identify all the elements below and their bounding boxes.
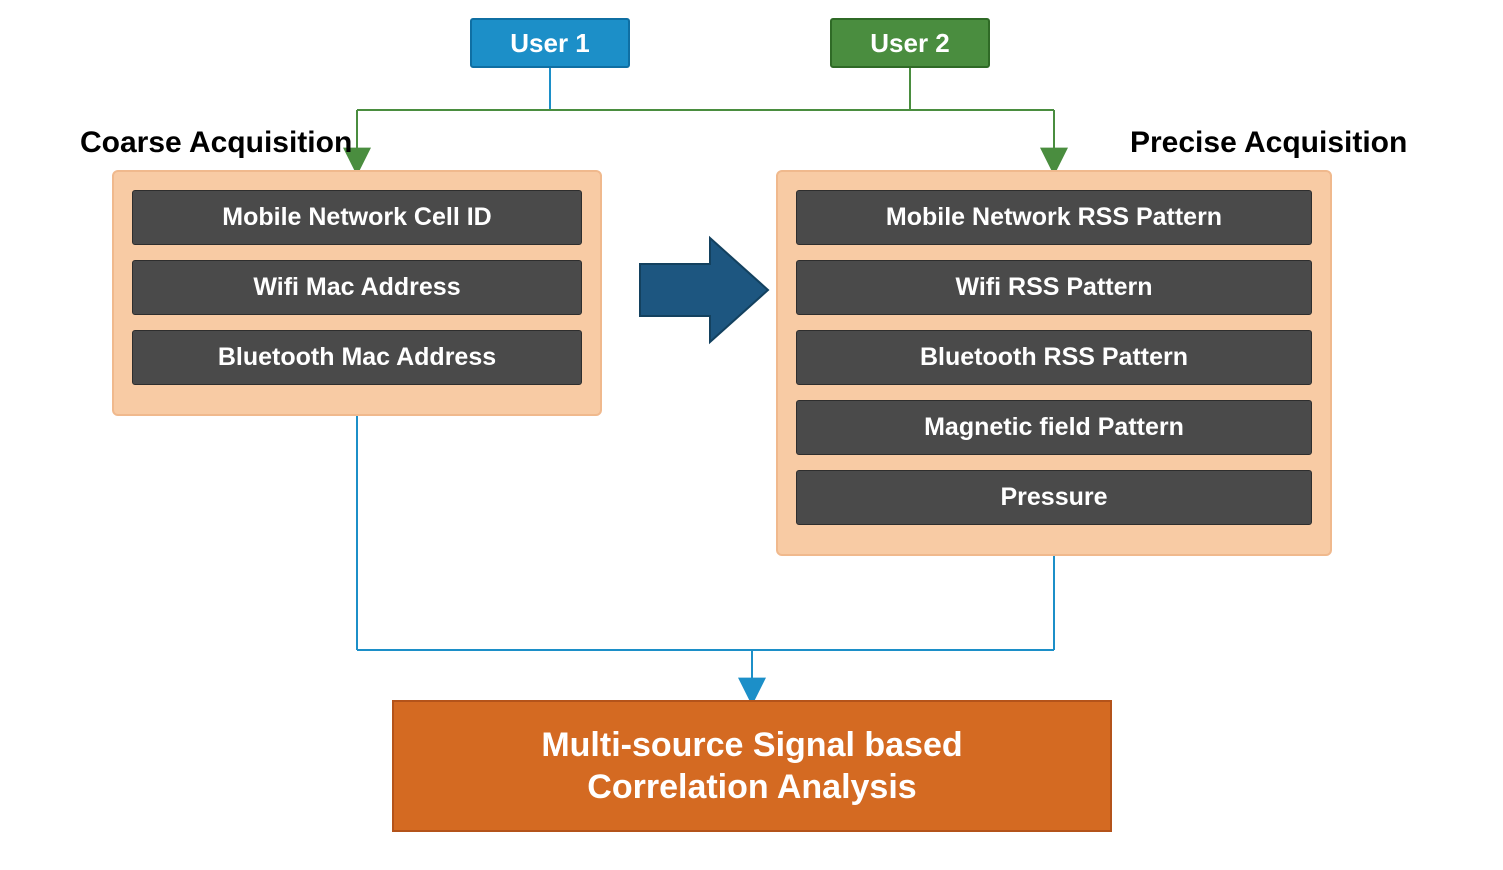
user-2-box: User 2: [830, 18, 990, 68]
result-line-2: Correlation Analysis: [587, 766, 916, 809]
coarse-item-label: Mobile Network Cell ID: [222, 203, 491, 232]
precise-acquisition-title-text: Precise Acquisition: [1130, 126, 1407, 159]
coarse-item: Bluetooth Mac Address: [132, 330, 582, 385]
precise-item-label: Magnetic field Pattern: [924, 413, 1184, 442]
diagram-canvas: User 1 User 2 Coarse Acquisition Precise…: [0, 0, 1503, 870]
coarse-item: Wifi Mac Address: [132, 260, 582, 315]
coarse-acquisition-title-text: Coarse Acquisition: [80, 126, 352, 159]
result-line-1: Multi-source Signal based: [541, 724, 962, 767]
precise-item-label: Bluetooth RSS Pattern: [920, 343, 1188, 372]
user-1-label: User 1: [510, 28, 590, 59]
user-2-label: User 2: [870, 28, 950, 59]
precise-item: Magnetic field Pattern: [796, 400, 1312, 455]
result-box: Multi-source Signal based Correlation An…: [392, 700, 1112, 832]
coarse-acquisition-title: Coarse Acquisition: [80, 126, 352, 160]
precise-item: Mobile Network RSS Pattern: [796, 190, 1312, 245]
precise-item-label: Pressure: [1000, 483, 1107, 512]
user-1-box: User 1: [470, 18, 630, 68]
precise-item: Wifi RSS Pattern: [796, 260, 1312, 315]
coarse-item-label: Bluetooth Mac Address: [218, 343, 496, 372]
precise-acquisition-panel: Mobile Network RSS Pattern Wifi RSS Patte…: [776, 170, 1332, 556]
precise-item: Pressure: [796, 470, 1312, 525]
precise-item-label: Wifi RSS Pattern: [955, 273, 1152, 302]
coarse-acquisition-panel: Mobile Network Cell ID Wifi Mac Address Bl…: [112, 170, 602, 416]
precise-item-label: Mobile Network RSS Pattern: [886, 203, 1222, 232]
precise-item: Bluetooth RSS Pattern: [796, 330, 1312, 385]
coarse-item: Mobile Network Cell ID: [132, 190, 582, 245]
coarse-item-label: Wifi Mac Address: [253, 273, 460, 302]
precise-acquisition-title: Precise Acquisition: [1130, 126, 1407, 160]
